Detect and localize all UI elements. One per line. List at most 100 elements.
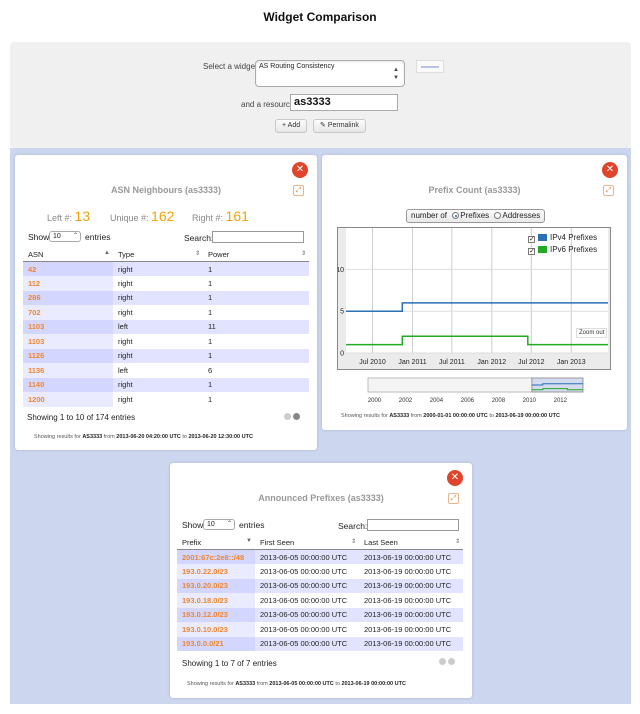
prefix-count-chart[interactable]: Jul 2010 Jan 2011 Jul 2011 Jan 2012 Jul 2012… bbox=[337, 227, 611, 370]
table-cell: 1 bbox=[203, 276, 309, 291]
plot-area bbox=[346, 228, 608, 353]
right-count: Right #: 161 bbox=[192, 208, 249, 224]
row-link[interactable]: 193.0.18.0/23 bbox=[177, 593, 255, 608]
sort-both-icon: ⇕ bbox=[454, 539, 460, 545]
widget-select-value: AS Routing Consistency bbox=[259, 63, 335, 70]
table-cell: right bbox=[113, 348, 203, 363]
table-row: 193.0.18.0/23 2013-06-05 00:00:00 UTC 2013… bbox=[177, 593, 463, 608]
table-cell: 2013-06-19 00:00:00 UTC bbox=[359, 622, 463, 637]
row-link[interactable]: 702 bbox=[23, 305, 113, 320]
search-input[interactable] bbox=[367, 519, 459, 531]
row-link[interactable]: 2001:67c:2e8::/48 bbox=[177, 549, 255, 564]
table-row: 193.0.20.0/23 2013-06-05 00:00:00 UTC 2013… bbox=[177, 578, 463, 593]
table-row: 286 right 1 bbox=[23, 290, 309, 305]
checkbox-icon: ✓ bbox=[528, 248, 535, 255]
resource-input[interactable]: as3333 bbox=[290, 94, 398, 111]
add-button[interactable]: + Add bbox=[275, 119, 308, 133]
row-link[interactable]: 193.0.0.0/21 bbox=[177, 636, 255, 651]
row-link[interactable]: 1103 bbox=[23, 334, 113, 349]
table-info: Showing 1 to 7 of 7 entries bbox=[182, 659, 277, 668]
row-link[interactable]: 193.0.12.0/23 bbox=[177, 607, 255, 622]
select-arrows-icon: ▲ ▼ bbox=[393, 67, 399, 81]
row-link[interactable]: 1200 bbox=[23, 392, 113, 407]
zoom-out-button[interactable]: Zoom out bbox=[576, 328, 608, 338]
close-icon[interactable]: ✕ bbox=[447, 470, 463, 486]
time-navigator[interactable]: 2000 2002 2004 2006 2008 2010 2012 bbox=[358, 376, 598, 406]
select-widget-label: Select a widget bbox=[203, 62, 258, 71]
prefixes-radio[interactable] bbox=[452, 212, 460, 219]
previous-page-button[interactable] bbox=[439, 658, 446, 665]
close-icon[interactable]: ✕ bbox=[602, 162, 618, 178]
resource-label: and a resource bbox=[241, 100, 295, 109]
navigator-tick-label: 2000 bbox=[368, 398, 382, 404]
table-cell: 6 bbox=[203, 363, 309, 378]
close-icon[interactable]: ✕ bbox=[292, 162, 308, 178]
table-cell: 2013-06-19 00:00:00 UTC bbox=[359, 564, 463, 579]
navigator-tick-label: 2008 bbox=[492, 398, 506, 404]
row-link[interactable]: 1126 bbox=[23, 348, 113, 363]
next-page-button[interactable] bbox=[448, 658, 455, 665]
row-link[interactable]: 42 bbox=[23, 261, 113, 276]
widget-title: ASN Neighbours (as3333) bbox=[110, 185, 222, 195]
x-tick-label: Jul 2012 bbox=[518, 359, 545, 366]
left-count: Left #: 13 bbox=[47, 208, 91, 224]
y-tick-label: 5 bbox=[340, 309, 344, 316]
expand-icon[interactable]: ⤢ bbox=[293, 185, 304, 196]
expand-icon[interactable]: ⤢ bbox=[603, 185, 614, 196]
navigator-tick-label: 2006 bbox=[461, 398, 475, 404]
previous-page-button[interactable] bbox=[284, 413, 291, 420]
table-row: 1126 right 1 bbox=[23, 348, 309, 363]
page-title: Widget Comparison bbox=[263, 10, 377, 24]
row-link[interactable]: 193.0.22.0/23 bbox=[177, 564, 255, 579]
row-link[interactable]: 112 bbox=[23, 276, 113, 291]
table-cell: left bbox=[113, 319, 203, 334]
row-link[interactable]: 1140 bbox=[23, 377, 113, 392]
table-cell: 1 bbox=[203, 392, 309, 407]
widget-title: Prefix Count (as3333) bbox=[428, 185, 521, 195]
navigator-ipv6-line bbox=[531, 388, 583, 391]
table-row: 193.0.22.0/23 2013-06-05 00:00:00 UTC 2013… bbox=[177, 564, 463, 579]
row-link[interactable]: 1103 bbox=[23, 319, 113, 334]
column-header-first-seen[interactable]: First Seen ⇕ bbox=[255, 536, 359, 550]
table-cell: 2013-06-19 00:00:00 UTC bbox=[359, 549, 463, 564]
prefix-count-chart-svg: Jul 2010 Jan 2011 Jul 2011 Jan 2012 Jul 2012… bbox=[338, 228, 608, 366]
column-header-type[interactable]: Type ⇕ bbox=[113, 248, 203, 262]
checkbox-icon: ✓ bbox=[528, 236, 535, 243]
column-header-prefix[interactable]: Prefix ▼ bbox=[177, 536, 255, 550]
x-tick-label: Jul 2011 bbox=[439, 359, 465, 366]
column-header-asn[interactable]: ASN ▲ bbox=[23, 248, 113, 262]
table-cell: 2013-06-05 00:00:00 UTC bbox=[255, 578, 359, 593]
search-input[interactable] bbox=[212, 231, 304, 243]
table-cell: 1 bbox=[203, 305, 309, 320]
ipv6-prefixes-line bbox=[346, 335, 608, 346]
table-row: 1200 right 1 bbox=[23, 392, 309, 407]
next-page-button[interactable] bbox=[293, 413, 300, 420]
row-link[interactable]: 286 bbox=[23, 290, 113, 305]
widget-select[interactable]: AS Routing Consistency ▲ ▼ bbox=[255, 60, 405, 87]
table-cell: 2013-06-05 00:00:00 UTC bbox=[255, 622, 359, 637]
table-cell: right bbox=[113, 290, 203, 305]
column-header-power[interactable]: Power ⇕ bbox=[203, 248, 309, 262]
page-length-select[interactable]: 10 bbox=[203, 519, 235, 530]
row-link[interactable]: 193.0.20.0/23 bbox=[177, 578, 255, 593]
x-tick-label: Jul 2010 bbox=[359, 359, 386, 366]
x-tick-label: Jan 2012 bbox=[477, 359, 506, 366]
legend-ipv6[interactable]: ✓ IPv6 Prefixes bbox=[528, 245, 598, 255]
sort-both-icon: ⇕ bbox=[194, 251, 200, 257]
table-cell: 2013-06-05 00:00:00 UTC bbox=[255, 593, 359, 608]
expand-icon[interactable]: ⤢ bbox=[448, 493, 459, 504]
show-label: Show bbox=[28, 232, 50, 242]
column-header-last-seen[interactable]: Last Seen ⇕ bbox=[359, 536, 463, 550]
plus-icon: + bbox=[282, 122, 288, 129]
navigator-tick-label: 2004 bbox=[430, 398, 444, 404]
row-link[interactable]: 193.0.10.0/23 bbox=[177, 622, 255, 637]
table-cell: 2013-06-05 00:00:00 UTC bbox=[255, 549, 359, 564]
legend-ipv4[interactable]: ✓ IPv4 Prefixes bbox=[528, 233, 598, 243]
addresses-radio[interactable] bbox=[494, 212, 502, 219]
sort-both-icon: ⇕ bbox=[300, 251, 306, 257]
page-length-select[interactable]: 10 bbox=[49, 231, 81, 242]
row-link[interactable]: 1136 bbox=[23, 363, 113, 378]
permalink-button[interactable]: ✎ Permalink bbox=[313, 119, 366, 133]
table-cell: 1 bbox=[203, 377, 309, 392]
table-row: 193.0.0.0/21 2013-06-05 00:00:00 UTC 2013-… bbox=[177, 636, 463, 651]
